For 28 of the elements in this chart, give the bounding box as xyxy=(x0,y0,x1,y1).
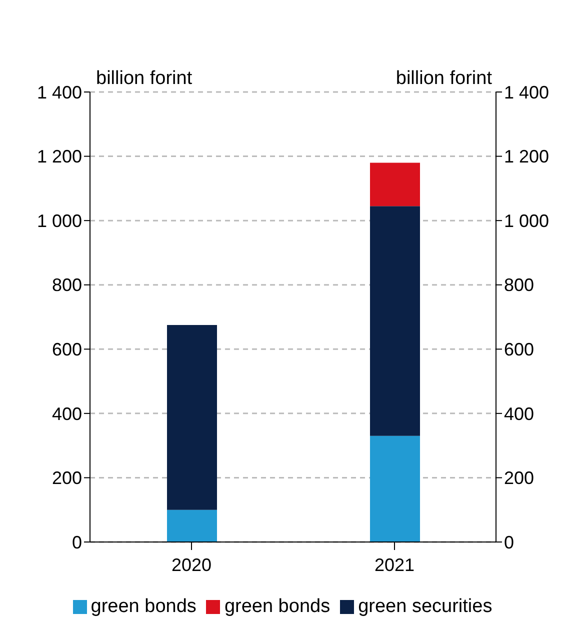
bar xyxy=(370,206,420,436)
y-tick-label: 1 400 xyxy=(36,82,82,102)
x-tick-label: 2021 xyxy=(374,554,415,575)
y-tick-label: 200 xyxy=(52,468,82,488)
y2-tick-label: 400 xyxy=(504,404,534,424)
y-tick-label: 600 xyxy=(52,340,82,360)
y2-tick-label: 600 xyxy=(504,340,534,360)
y-tick-label: 400 xyxy=(52,404,82,424)
y-tick-label: 1 200 xyxy=(36,146,82,167)
y2-tick-label: 1 000 xyxy=(504,210,550,231)
y2-tick-label: 200 xyxy=(504,468,534,488)
y2-tick-label: 0 xyxy=(504,532,514,552)
bar xyxy=(370,162,420,206)
y2-axis-title: billion forint xyxy=(396,68,493,89)
x-tick-label: 2020 xyxy=(171,554,212,575)
y-tick-label: 800 xyxy=(52,275,82,296)
y2-tick-label: 1 400 xyxy=(504,82,550,102)
y-tick-label: 1 000 xyxy=(36,210,82,231)
legend-label: green securities xyxy=(358,596,492,617)
y2-tick-label: 1 200 xyxy=(504,146,550,167)
y2-tick-label: 800 xyxy=(504,275,534,296)
bar xyxy=(370,436,420,542)
bar xyxy=(167,510,217,542)
y-tick-label: 0 xyxy=(72,532,82,552)
legend-label: green bonds xyxy=(224,596,330,617)
bar xyxy=(167,325,217,510)
legend-label: green bonds xyxy=(90,596,196,617)
y-axis-title: billion forint xyxy=(96,68,193,89)
